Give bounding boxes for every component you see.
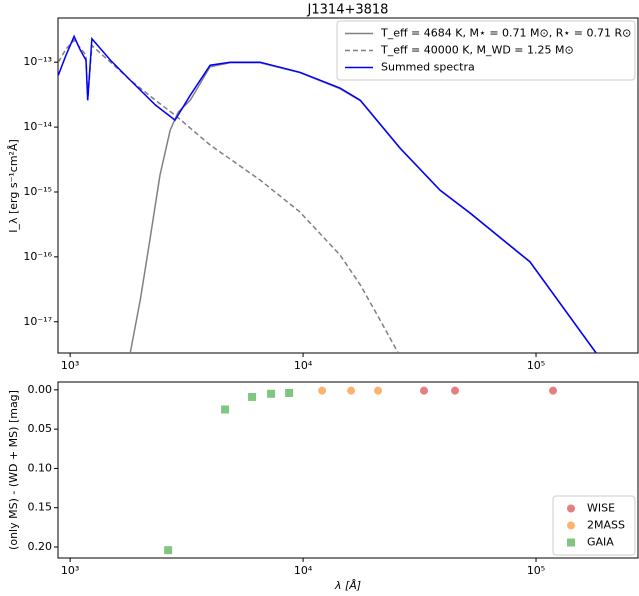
y-tick-label: 0.20 (28, 540, 53, 553)
legend-box (336, 20, 636, 81)
legend-swatch (567, 538, 575, 547)
point (549, 386, 558, 395)
bottom-frame (57, 381, 639, 559)
y-tick-label: 10⁻¹⁶ (23, 250, 52, 263)
legend-label: T_eff = 4684 K, M⋆ = 0.71 M⊙, R⋆ = 0.71 … (380, 27, 631, 40)
y-tick-label: 10⁻¹⁵ (23, 185, 52, 198)
x-tick-label: 10³ (61, 359, 79, 372)
y-tick-label: 10⁻¹⁷ (23, 315, 52, 328)
y-tick-label: 0.05 (28, 422, 53, 435)
legend-label: GAIA (587, 536, 614, 549)
y-tick-label: 0.15 (28, 501, 53, 514)
point (318, 386, 327, 395)
y-tick-label: 10⁻¹³ (23, 55, 52, 68)
y-tick-label: 10⁻¹⁴ (23, 120, 52, 133)
x-tick-label: 10⁴ (294, 564, 313, 577)
top-frame (57, 17, 639, 354)
y-tick-label: 0.00 (28, 383, 53, 396)
point (164, 546, 173, 555)
spectrum-line (58, 39, 399, 353)
point (267, 389, 276, 398)
point (420, 386, 429, 395)
legend-label: WISE (587, 502, 615, 515)
spectrum-line (129, 62, 597, 353)
y-axis-label: I_λ [erg s⁻¹cm²Å] (7, 139, 20, 233)
spectrum-line (58, 34, 597, 353)
point (374, 386, 383, 395)
chart-title: J1314+3818 (307, 3, 389, 18)
y-tick-label: 0.10 (28, 461, 53, 474)
legend-swatch (567, 504, 575, 513)
legend-label: 2MASS (587, 519, 625, 532)
x-tick-label: 10⁵ (527, 359, 545, 372)
point (221, 405, 230, 414)
x-axis-label: λ [Å] (334, 579, 361, 592)
legend-swatch (567, 521, 575, 530)
x-tick-label: 10⁴ (294, 359, 313, 372)
point (248, 392, 257, 401)
x-tick-label: 10³ (61, 564, 79, 577)
legend-label: T_eff = 40000 K, M_WD = 1.25 M⊙ (380, 44, 574, 57)
legend-label: Summed spectra (381, 61, 475, 74)
y-axis-label: (only MS) - (WD + MS) [mag] (7, 390, 20, 550)
point (347, 386, 356, 395)
point (285, 389, 294, 397)
point (451, 386, 460, 395)
x-tick-label: 10⁵ (527, 564, 545, 577)
